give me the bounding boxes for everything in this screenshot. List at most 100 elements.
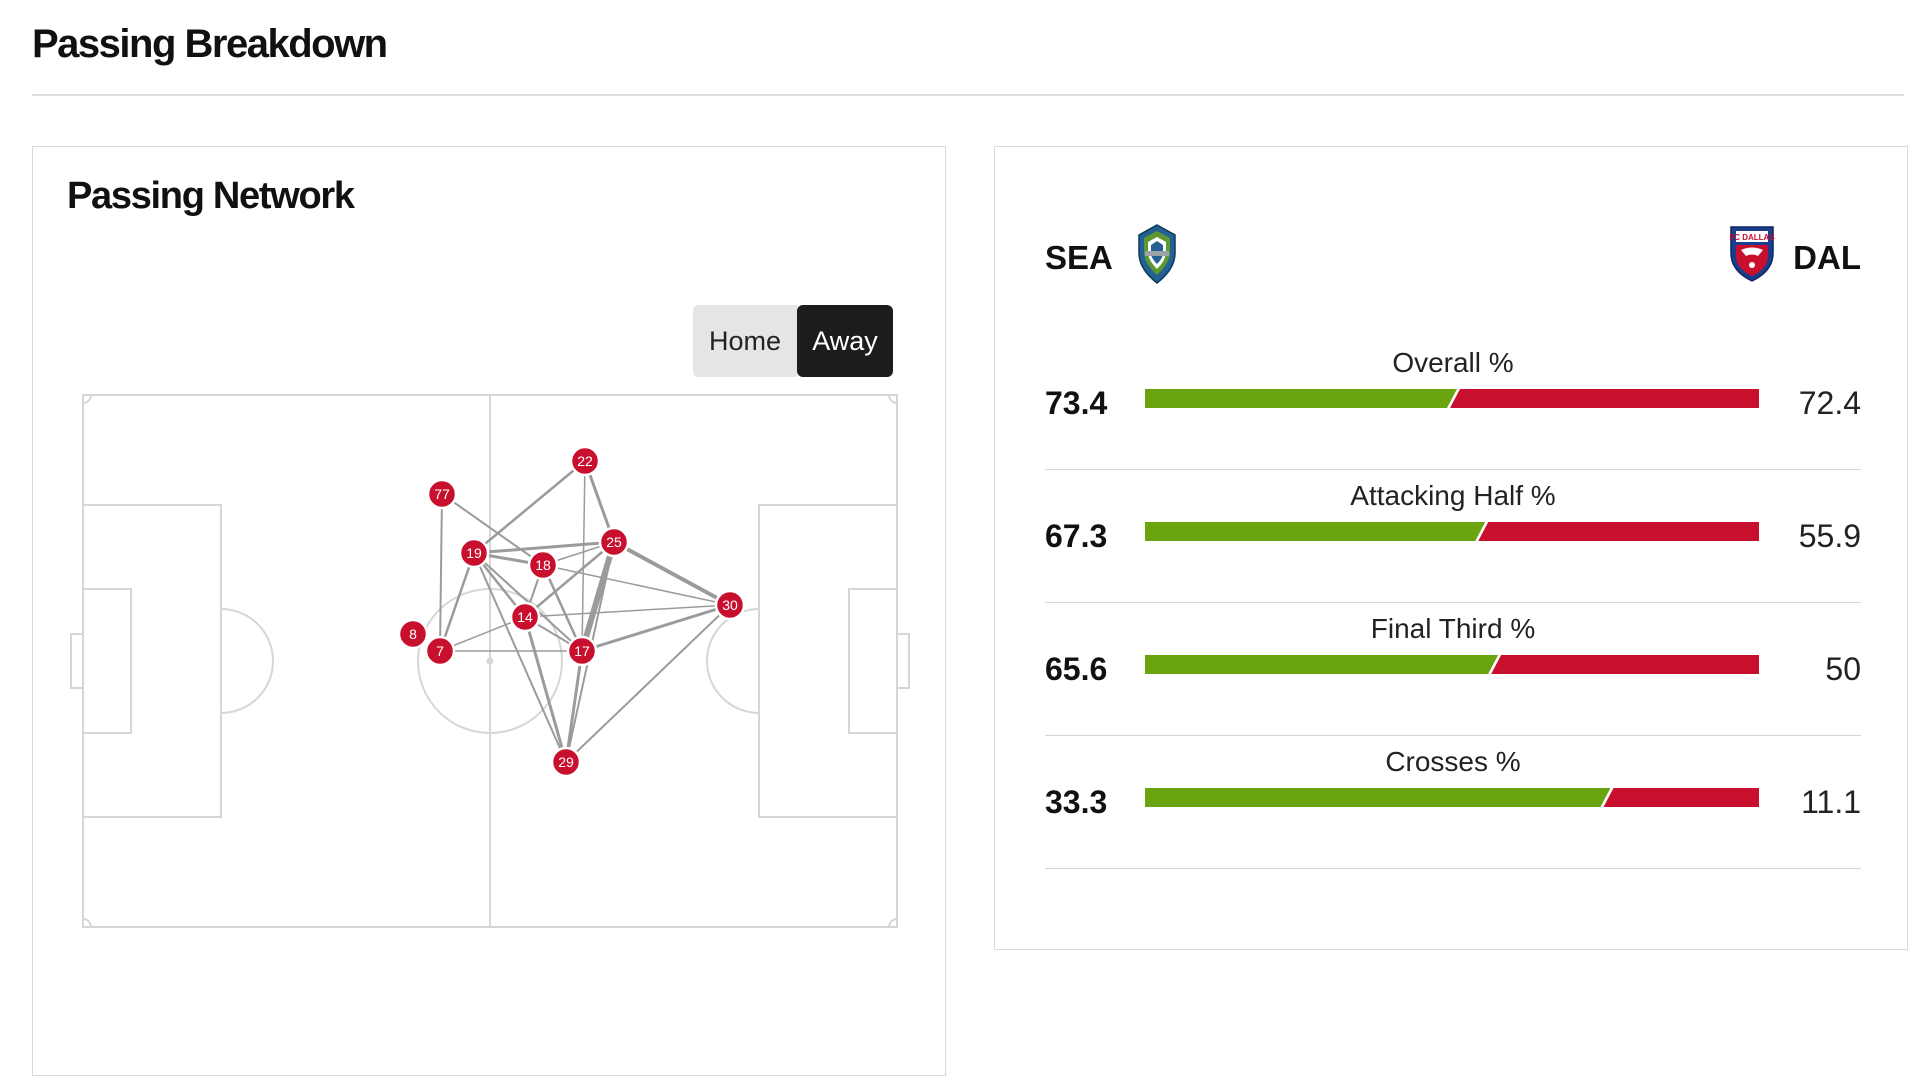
away-share-segment	[1478, 522, 1759, 541]
player-node[interactable]: 22	[569, 445, 601, 477]
pass-link	[438, 551, 476, 653]
player-node-marker	[426, 478, 458, 510]
home-team-abbr: SEA	[1045, 239, 1113, 276]
player-node[interactable]: 7	[424, 635, 456, 667]
player-node-marker	[397, 618, 429, 650]
player-node[interactable]: 25	[598, 526, 630, 558]
player-node[interactable]: 17	[566, 635, 598, 667]
stat-label: Overall %	[1392, 347, 1514, 378]
home-share-segment	[1145, 522, 1486, 541]
right-penalty-area	[758, 504, 898, 818]
player-node-marker	[566, 635, 598, 667]
player-node[interactable]: 77	[426, 478, 458, 510]
player-number: 7	[436, 643, 444, 659]
player-number: 19	[466, 545, 482, 561]
stat-divider	[1045, 868, 1861, 869]
pass-link	[542, 564, 731, 606]
pass-link	[524, 604, 731, 618]
stat-home-value: 73.4	[1045, 385, 1108, 421]
pass-links	[438, 459, 732, 764]
corner-arc	[82, 394, 92, 404]
player-node-marker	[569, 445, 601, 477]
pass-link	[564, 649, 584, 764]
stat-row: Final Third % 65.6 50	[1045, 603, 1861, 736]
stat-row: Overall % 73.4 72.4	[1045, 337, 1861, 470]
toggle-home-button[interactable]: Home	[693, 305, 797, 377]
left-penalty-area	[82, 504, 222, 818]
passing-comparison-card: SEA FC DALLAS DAL Overall % 73.4 72.4 At…	[994, 146, 1908, 950]
pass-link	[472, 459, 587, 555]
away-team-abbr: DAL	[1793, 239, 1861, 276]
home-share-segment	[1145, 788, 1611, 807]
page-title: Passing Breakdown	[32, 22, 388, 66]
stat-row: Crosses % 33.3 11.1	[1045, 736, 1861, 869]
player-number: 8	[409, 626, 417, 642]
player-number: 25	[606, 534, 622, 550]
right-penalty-arc	[706, 608, 760, 714]
player-number: 30	[722, 597, 738, 613]
team-header: SEA FC DALLAS DAL	[1045, 219, 1861, 289]
player-node-marker	[527, 549, 559, 581]
pass-link	[472, 540, 616, 555]
player-nodes: 22 77 19 18 25 30 14 8 7 17 29	[397, 445, 746, 778]
center-spot	[486, 657, 494, 665]
right-goal	[896, 633, 910, 689]
toggle-away-button[interactable]: Away	[797, 305, 893, 377]
pass-link	[473, 552, 567, 763]
stat-divider	[1045, 602, 1861, 603]
pass-link	[612, 540, 732, 607]
player-node[interactable]: 30	[714, 589, 746, 621]
pass-link	[523, 615, 568, 764]
player-number: 29	[558, 754, 574, 770]
card-title: Passing Network	[67, 175, 355, 217]
stat-away-value: 50	[1825, 651, 1861, 687]
pass-link	[565, 604, 731, 763]
pass-link	[581, 460, 586, 652]
stat-share-bar	[1145, 655, 1759, 674]
stat-label: Final Third %	[1370, 613, 1536, 644]
pass-link	[579, 539, 617, 654]
corner-arc	[888, 394, 898, 404]
stat-row: Attacking Half % 67.3 55.9	[1045, 470, 1861, 603]
player-node[interactable]: 8	[397, 618, 429, 650]
player-number: 14	[517, 609, 533, 625]
corner-arc	[888, 918, 898, 928]
player-node-marker	[598, 526, 630, 558]
stat-home-value: 33.3	[1045, 784, 1108, 820]
stat-away-value: 11.1	[1801, 784, 1861, 820]
stat-share-bar	[1145, 788, 1759, 807]
away-share-segment	[1491, 655, 1759, 674]
fc-dallas-crest-icon: FC DALLAS	[1729, 226, 1775, 282]
svg-text:FC DALLAS: FC DALLAS	[1729, 233, 1775, 242]
player-node[interactable]: 29	[550, 746, 582, 778]
player-node[interactable]: 14	[509, 601, 541, 633]
player-node-marker	[509, 601, 541, 633]
stat-divider	[1045, 469, 1861, 470]
home-away-toggle: Home Away	[693, 305, 893, 377]
player-node[interactable]: 18	[527, 549, 559, 581]
stat-home-value: 67.3	[1045, 518, 1108, 554]
left-goal	[70, 633, 84, 689]
right-goal-area	[848, 588, 898, 734]
home-share-segment	[1145, 389, 1457, 408]
pass-link	[541, 563, 584, 653]
player-number: 77	[434, 486, 450, 502]
stat-divider	[1045, 735, 1861, 736]
player-number: 17	[574, 643, 590, 659]
player-node[interactable]: 19	[458, 537, 490, 569]
pitch-diagram: 22 77 19 18 25 30 14 8 7 17 29	[70, 394, 910, 928]
player-node-marker	[550, 746, 582, 778]
pass-link	[441, 493, 544, 566]
stat-home-value: 65.6	[1045, 651, 1108, 687]
stat-label: Attacking Half %	[1350, 480, 1556, 511]
stat-share-bar	[1145, 389, 1759, 408]
home-share-segment	[1145, 655, 1499, 674]
stat-away-value: 55.9	[1798, 518, 1861, 554]
pass-link	[439, 616, 526, 652]
player-number: 18	[535, 557, 551, 573]
away-share-segment	[1603, 788, 1759, 807]
player-node-marker	[424, 635, 456, 667]
stat-share-bar	[1145, 522, 1759, 541]
pass-link	[439, 493, 443, 652]
left-penalty-arc	[220, 608, 274, 714]
